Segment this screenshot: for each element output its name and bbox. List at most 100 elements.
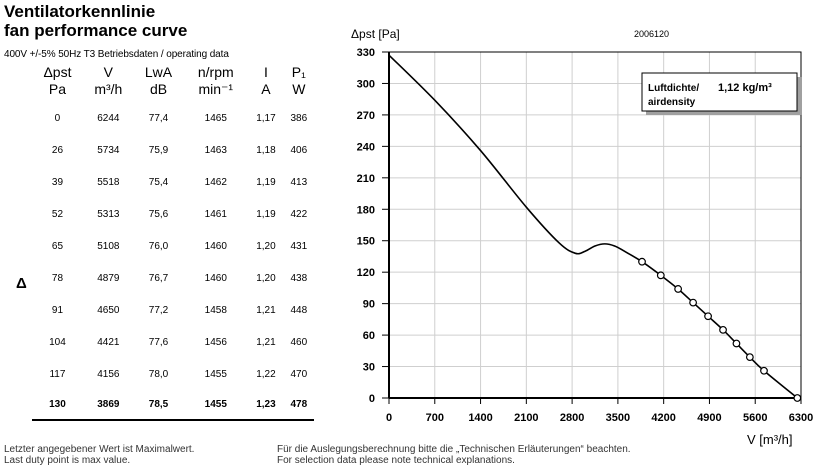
table-cell: 75,9 <box>148 144 169 156</box>
operating-data-table: Δpst V LwA n/rpm I P₁ Pa m³/h dB min⁻¹ A W 0 6244 77,4… <box>32 62 314 421</box>
table-row: 26 5734 75,9 1463 1,18 406 <box>32 134 314 166</box>
table-cell: 77,2 <box>148 304 169 316</box>
column-unit: min⁻¹ <box>198 81 234 97</box>
table-cell: 78,0 <box>148 368 169 380</box>
duty-point-marker <box>745 353 754 362</box>
column-unit: Pa <box>48 81 67 97</box>
table-cell: 438 <box>290 272 308 284</box>
operating-data-line: 400V +/-5% 50Hz T3 Betriebsdaten / opera… <box>4 49 229 60</box>
column-header: V <box>103 63 114 80</box>
table-cell: 1465 <box>204 112 227 124</box>
table-cell: 76,0 <box>148 240 169 252</box>
table-row: 52 5313 75,6 1461 1,19 422 <box>32 198 314 230</box>
table-cell: 91 <box>51 304 64 316</box>
x-tick-label: 6300 <box>789 412 813 424</box>
duty-point-marker <box>656 271 665 280</box>
table-cell: 39 <box>51 176 64 188</box>
column-header: LwA <box>144 63 173 80</box>
x-tick-label: 2800 <box>560 412 584 424</box>
y-tick-label: 240 <box>357 141 375 153</box>
y-tick-label: 180 <box>357 204 375 216</box>
table-cell: 3869 <box>82 390 134 421</box>
table-cell: 1461 <box>204 208 227 220</box>
y-tick-label: 60 <box>363 330 375 342</box>
table-cell: 104 <box>49 336 66 348</box>
column-unit: W <box>292 81 306 97</box>
table-cell: 470 <box>290 368 308 380</box>
table-cell: 1460 <box>204 240 227 252</box>
table-cell: 1,22 <box>256 368 276 380</box>
duty-point-marker <box>674 285 683 293</box>
table-row: 104 4421 77,6 1456 1,21 460 <box>32 326 314 358</box>
table-cell: 5734 <box>97 144 120 156</box>
table-cell: 1,17 <box>256 112 276 124</box>
table-cell: 1,19 <box>256 208 276 220</box>
table-cell: 448 <box>290 304 308 316</box>
table-row: 91 4650 77,2 1458 1,21 448 <box>32 294 314 326</box>
table-cell: 1,19 <box>256 176 276 188</box>
duty-point-marker <box>793 394 802 402</box>
notes-left: Letzter angegebener Wert ist Maximalwert… <box>4 444 194 466</box>
table-cell: 65 <box>51 240 64 252</box>
x-tick-label: 0 <box>386 412 392 424</box>
table-cell: 460 <box>290 336 308 348</box>
table-cell: 1458 <box>204 304 227 316</box>
table-cell: 1462 <box>204 176 227 188</box>
x-tick-label: 5600 <box>743 412 767 424</box>
table-row: 130 3869 78,5 1455 1,23 478 <box>32 390 314 421</box>
table-cell: 75,4 <box>148 176 169 188</box>
table-cell: 1,21 <box>256 336 276 348</box>
table-cell: 1456 <box>204 336 227 348</box>
duty-point-marker <box>638 257 646 266</box>
y-tick-label: 270 <box>357 110 375 122</box>
y-tick-label: 120 <box>357 267 375 279</box>
table-cell: 130 <box>32 390 83 421</box>
notes-right: Für die Auslegungsberechnung bitte die „… <box>277 444 631 466</box>
column-header: n/rpm <box>197 63 234 80</box>
table-cell: 77,4 <box>148 112 169 124</box>
table-row: 39 5518 75,4 1462 1,19 413 <box>32 166 314 198</box>
x-tick-label: 2100 <box>514 412 538 424</box>
column-unit: A <box>261 81 271 97</box>
delta-marker: Δ <box>16 275 27 292</box>
table-cell: 406 <box>290 144 308 156</box>
chart-code: 2006120 <box>634 29 669 39</box>
duty-point-marker <box>689 298 697 307</box>
fan-curve-line <box>388 54 798 399</box>
note-right-en: For selection data please note technical… <box>277 455 515 466</box>
table-cell: 5108 <box>97 240 120 252</box>
column-unit: m³/h <box>94 81 123 97</box>
table-cell: 431 <box>290 240 308 252</box>
table-cell: 5518 <box>97 176 120 188</box>
y-tick-label: 330 <box>357 47 375 59</box>
table-cell: 1455 <box>204 368 227 380</box>
table-cell: 386 <box>290 112 308 124</box>
chart-title-en: fan performance curve <box>4 21 188 40</box>
table-cell: 6244 <box>97 112 120 124</box>
table-cell: 5313 <box>97 208 120 220</box>
x-tick-label: 3500 <box>606 412 630 424</box>
x-tick-label: 4900 <box>697 412 721 424</box>
y-tick-label: 210 <box>357 173 375 185</box>
table-row: 78 4879 76,7 1460 1,20 438 <box>32 262 314 294</box>
y-tick-label: 30 <box>363 362 375 374</box>
table-cell: 4879 <box>97 272 120 284</box>
table-cell: 1455 <box>183 390 249 421</box>
column-header: Δpst <box>43 63 72 80</box>
table-cell: 4650 <box>97 304 120 316</box>
density-value: 1,12 kg/m³ <box>718 82 772 94</box>
table-cell: 1,18 <box>256 144 276 156</box>
table-cell: 117 <box>49 368 66 380</box>
table-cell: 1460 <box>204 272 227 284</box>
x-tick-label: 4200 <box>651 412 675 424</box>
x-axis-title: V [m³/h] <box>747 432 793 447</box>
table-cell: 478 <box>283 390 314 421</box>
table-row: 65 5108 76,0 1460 1,20 431 <box>32 230 314 262</box>
table-cell: 52 <box>51 208 64 220</box>
y-tick-label: 0 <box>369 393 375 405</box>
column-unit: dB <box>149 81 168 97</box>
table-cell: 422 <box>290 208 308 220</box>
table-cell: 1,20 <box>256 272 276 284</box>
x-tick-label: 1400 <box>468 412 492 424</box>
